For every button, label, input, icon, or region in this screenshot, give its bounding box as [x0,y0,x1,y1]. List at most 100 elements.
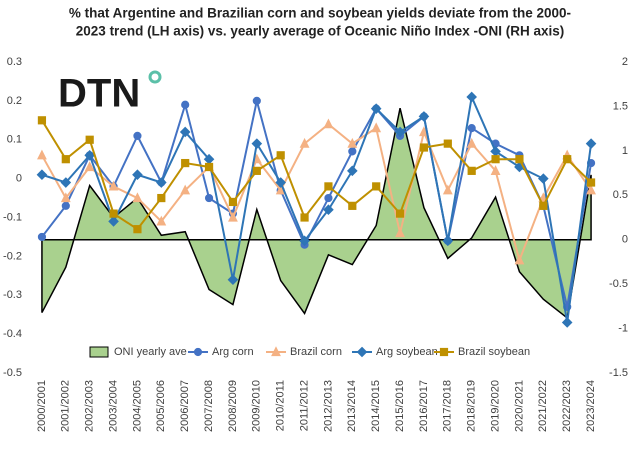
marker [347,165,358,177]
marker [132,192,143,203]
y2-tick-label: -0.5 [609,278,628,290]
marker [132,169,143,181]
marker [466,137,477,148]
y-tick-label: 0.1 [7,134,22,146]
marker [442,235,454,247]
x-tick-label: 2018/2019 [466,380,478,432]
legend-label: Arg corn [212,346,254,358]
x-tick-label: 2012/2013 [322,380,334,432]
marker [156,177,167,188]
marker [299,137,310,148]
x-tick-label: 2010/2011 [275,380,287,431]
y-tick-label: -0.5 [3,367,22,379]
legend-marker [271,346,281,357]
x-tick-label: 2006/2007 [179,380,191,432]
x-tick-label: 2000/2001 [36,380,48,432]
marker [395,227,405,238]
y2-tick-label: -1.5 [609,367,628,379]
line [41,93,593,323]
marker [443,139,452,148]
marker [37,232,47,242]
x-tick-label: 2013/2014 [346,380,358,432]
marker [348,201,357,210]
marker [84,161,95,172]
line [41,100,593,308]
chart-title: 2023 trend (LH axis) vs. yearly average … [76,24,564,39]
legend-label: Arg soybean [376,346,438,358]
y-tick-label: -0.3 [3,289,22,301]
legend-label: ONI yearly ave [114,346,187,358]
marker [467,166,476,175]
marker [61,155,70,164]
marker [539,201,548,210]
marker [181,100,190,109]
legend-marker [439,347,449,357]
marker [60,177,72,188]
marker [323,204,334,216]
y-tick-label: -0.1 [3,211,22,223]
marker [418,111,430,122]
area [41,108,592,320]
marker [37,149,47,160]
legend-swatch [89,346,109,358]
line [41,122,592,264]
x-tick-label: 2023/2024 [585,380,597,432]
marker [251,138,263,149]
x-tick-label: 2021/2022 [537,380,549,432]
marker [252,166,261,175]
y2-tick-label: 1.5 [613,100,628,112]
logo-dot [148,70,162,84]
x-tick-label: 2020/2021 [513,380,525,432]
marker [300,213,309,222]
x-tick-label: 2004/2005 [131,380,143,432]
marker [563,155,572,164]
x-tick-label: 2019/2020 [489,380,501,432]
x-tick-label: 2005/2006 [155,380,167,432]
marker [228,211,238,222]
marker [85,135,94,144]
marker [179,126,191,138]
marker [156,215,167,226]
marker [538,173,549,184]
x-tick-label: 2009/2010 [251,380,263,432]
marker [491,155,500,164]
marker [324,193,333,203]
marker [276,151,285,160]
x-tick-label: 2022/2023 [561,380,573,432]
marker [490,165,501,175]
marker [370,103,382,114]
marker [299,235,310,247]
x-tick-label: 2015/2016 [394,380,406,432]
marker [133,225,142,234]
marker [108,180,119,191]
marker [395,209,405,218]
marker [180,184,191,195]
legend-label: Brazil corn [290,346,342,358]
x-tick-label: 2007/2008 [203,380,215,432]
marker [371,122,382,133]
marker [347,137,358,148]
marker [515,155,524,164]
marker [538,192,549,203]
y2-tick-label: 0.5 [613,189,628,201]
y2-tick-label: 2 [622,56,628,68]
marker [466,91,477,103]
marker [133,131,142,140]
x-tick-label: 2014/2015 [370,380,382,432]
marker [60,192,71,203]
y2-tick-label: -1 [618,322,628,334]
marker [84,149,95,161]
x-tick-label: 2016/2017 [418,380,430,432]
marker [36,169,48,181]
marker [61,201,70,210]
y-tick-label: 0 [16,173,22,185]
chart-title: % that Argentine and Brazilian corn and … [69,6,571,21]
marker [348,147,357,156]
x-tick-label: 2002/2003 [84,380,96,432]
marker [442,184,453,195]
x-tick-label: 2017/2018 [442,380,454,432]
legend-marker [356,346,368,358]
x-tick-label: 2003/2004 [107,380,119,432]
marker [204,162,214,172]
y-tick-label: 0.3 [7,56,22,68]
